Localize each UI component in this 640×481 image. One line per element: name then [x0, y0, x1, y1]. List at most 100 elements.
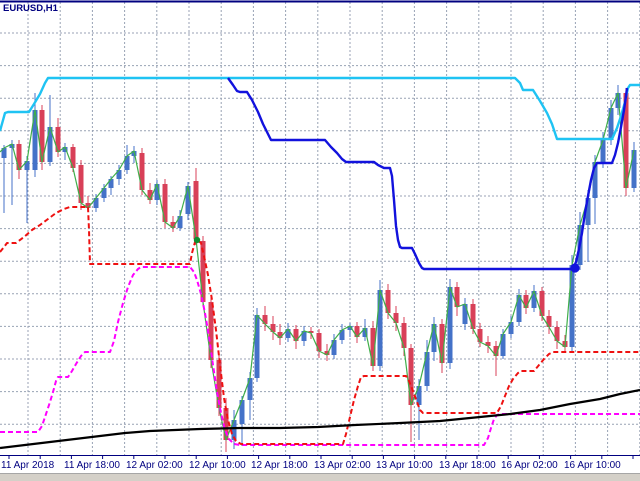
candle-body	[631, 150, 637, 188]
mid-channel-blue	[227, 77, 629, 271]
candle-body	[569, 265, 575, 347]
x-axis-label: 16 Apr 10:00	[564, 460, 621, 471]
candle-body	[585, 198, 591, 225]
candle-body	[231, 420, 237, 440]
candle-body	[24, 161, 30, 170]
candle-body	[93, 198, 99, 208]
candle-body	[393, 313, 399, 323]
candle-body	[592, 162, 598, 198]
candle-body	[216, 360, 222, 408]
candle-body	[170, 222, 176, 228]
candle-body	[377, 290, 383, 366]
candle-body	[370, 328, 376, 366]
candle-body	[285, 329, 291, 338]
candle-body	[324, 351, 330, 355]
candle-body	[1, 148, 7, 158]
candle-body	[32, 110, 38, 170]
candle-body	[470, 304, 476, 329]
candle-body	[462, 304, 468, 324]
stop-line-red	[0, 206, 640, 445]
candle-body	[277, 332, 283, 338]
candle-body	[208, 302, 214, 360]
blue-dot-marker	[570, 263, 580, 273]
candle-body	[347, 326, 353, 330]
candle-body	[546, 316, 552, 327]
candle-body	[70, 147, 76, 168]
candle-body	[139, 153, 145, 190]
baseline-black	[0, 388, 640, 450]
candle-body	[108, 179, 114, 188]
candle-body	[293, 329, 299, 341]
x-axis-label: 12 Apr 10:00	[189, 460, 246, 471]
status-bar	[0, 473, 640, 481]
upper-channel-cyan	[0, 76, 640, 141]
candle-body	[47, 127, 53, 162]
x-axis-label: 12 Apr 02:00	[126, 460, 183, 471]
candle-body	[101, 188, 107, 198]
candle-body	[270, 324, 276, 332]
candle-body	[454, 287, 460, 307]
candle-body	[493, 346, 499, 356]
candle-body	[247, 378, 253, 400]
candle-body	[124, 156, 130, 170]
x-axis-label: 13 Apr 18:00	[439, 460, 496, 471]
candle-body	[262, 315, 268, 324]
candle-body	[608, 108, 614, 140]
candle-body	[301, 331, 307, 341]
candle-body	[177, 216, 183, 228]
x-axis-label: 16 Apr 02:00	[501, 460, 558, 471]
candle-body	[401, 323, 407, 348]
candle-body	[62, 147, 68, 152]
candle-body	[193, 181, 199, 239]
close-line-green	[0, 92, 635, 441]
candle-body	[331, 340, 337, 355]
x-axis-label: 13 Apr 02:00	[314, 460, 371, 471]
candle-body	[615, 93, 621, 108]
candle-body	[308, 331, 314, 333]
candle-body	[354, 326, 360, 337]
candle-body	[439, 324, 445, 363]
candle-body	[477, 329, 483, 342]
candle-body	[154, 184, 160, 200]
green-dot-marker	[193, 236, 201, 244]
candle-body	[316, 333, 322, 351]
candle-body	[623, 93, 629, 188]
candle-body	[424, 352, 430, 386]
candle-body	[339, 330, 345, 340]
candle-body	[600, 140, 606, 162]
x-axis-label: 13 Apr 10:00	[376, 460, 433, 471]
x-axis-label: 12 Apr 18:00	[251, 460, 308, 471]
candle-body	[254, 315, 260, 378]
candle-body	[16, 144, 22, 170]
candle-body	[447, 287, 453, 363]
candle-body	[116, 170, 122, 179]
candle-body	[85, 203, 91, 208]
candle-body	[200, 241, 206, 302]
candle-body	[500, 334, 506, 356]
candle-body	[408, 348, 414, 405]
candle-body	[508, 322, 514, 334]
candle-body	[162, 184, 168, 222]
candle-body	[55, 127, 61, 152]
candle-body	[523, 295, 529, 308]
candle-body	[531, 291, 537, 308]
candle-body	[362, 328, 368, 337]
candle-body	[539, 291, 545, 316]
candle-body	[416, 386, 422, 405]
candle-body	[39, 110, 45, 162]
candle-body	[223, 408, 229, 440]
x-axis-label: 11 Apr 18:00	[64, 460, 120, 471]
candle-body	[516, 295, 522, 322]
candle-body	[485, 342, 491, 346]
x-axis-label: 11 Apr 2018	[1, 460, 55, 471]
candle-body	[385, 290, 391, 313]
symbol-timeframe-label: EURUSD,H1	[3, 3, 58, 14]
candle-body	[554, 327, 560, 341]
candle-body	[147, 190, 153, 200]
candle-body	[78, 165, 84, 203]
candle-body	[431, 324, 437, 352]
candle-body	[239, 400, 245, 424]
candle-body	[185, 186, 191, 214]
